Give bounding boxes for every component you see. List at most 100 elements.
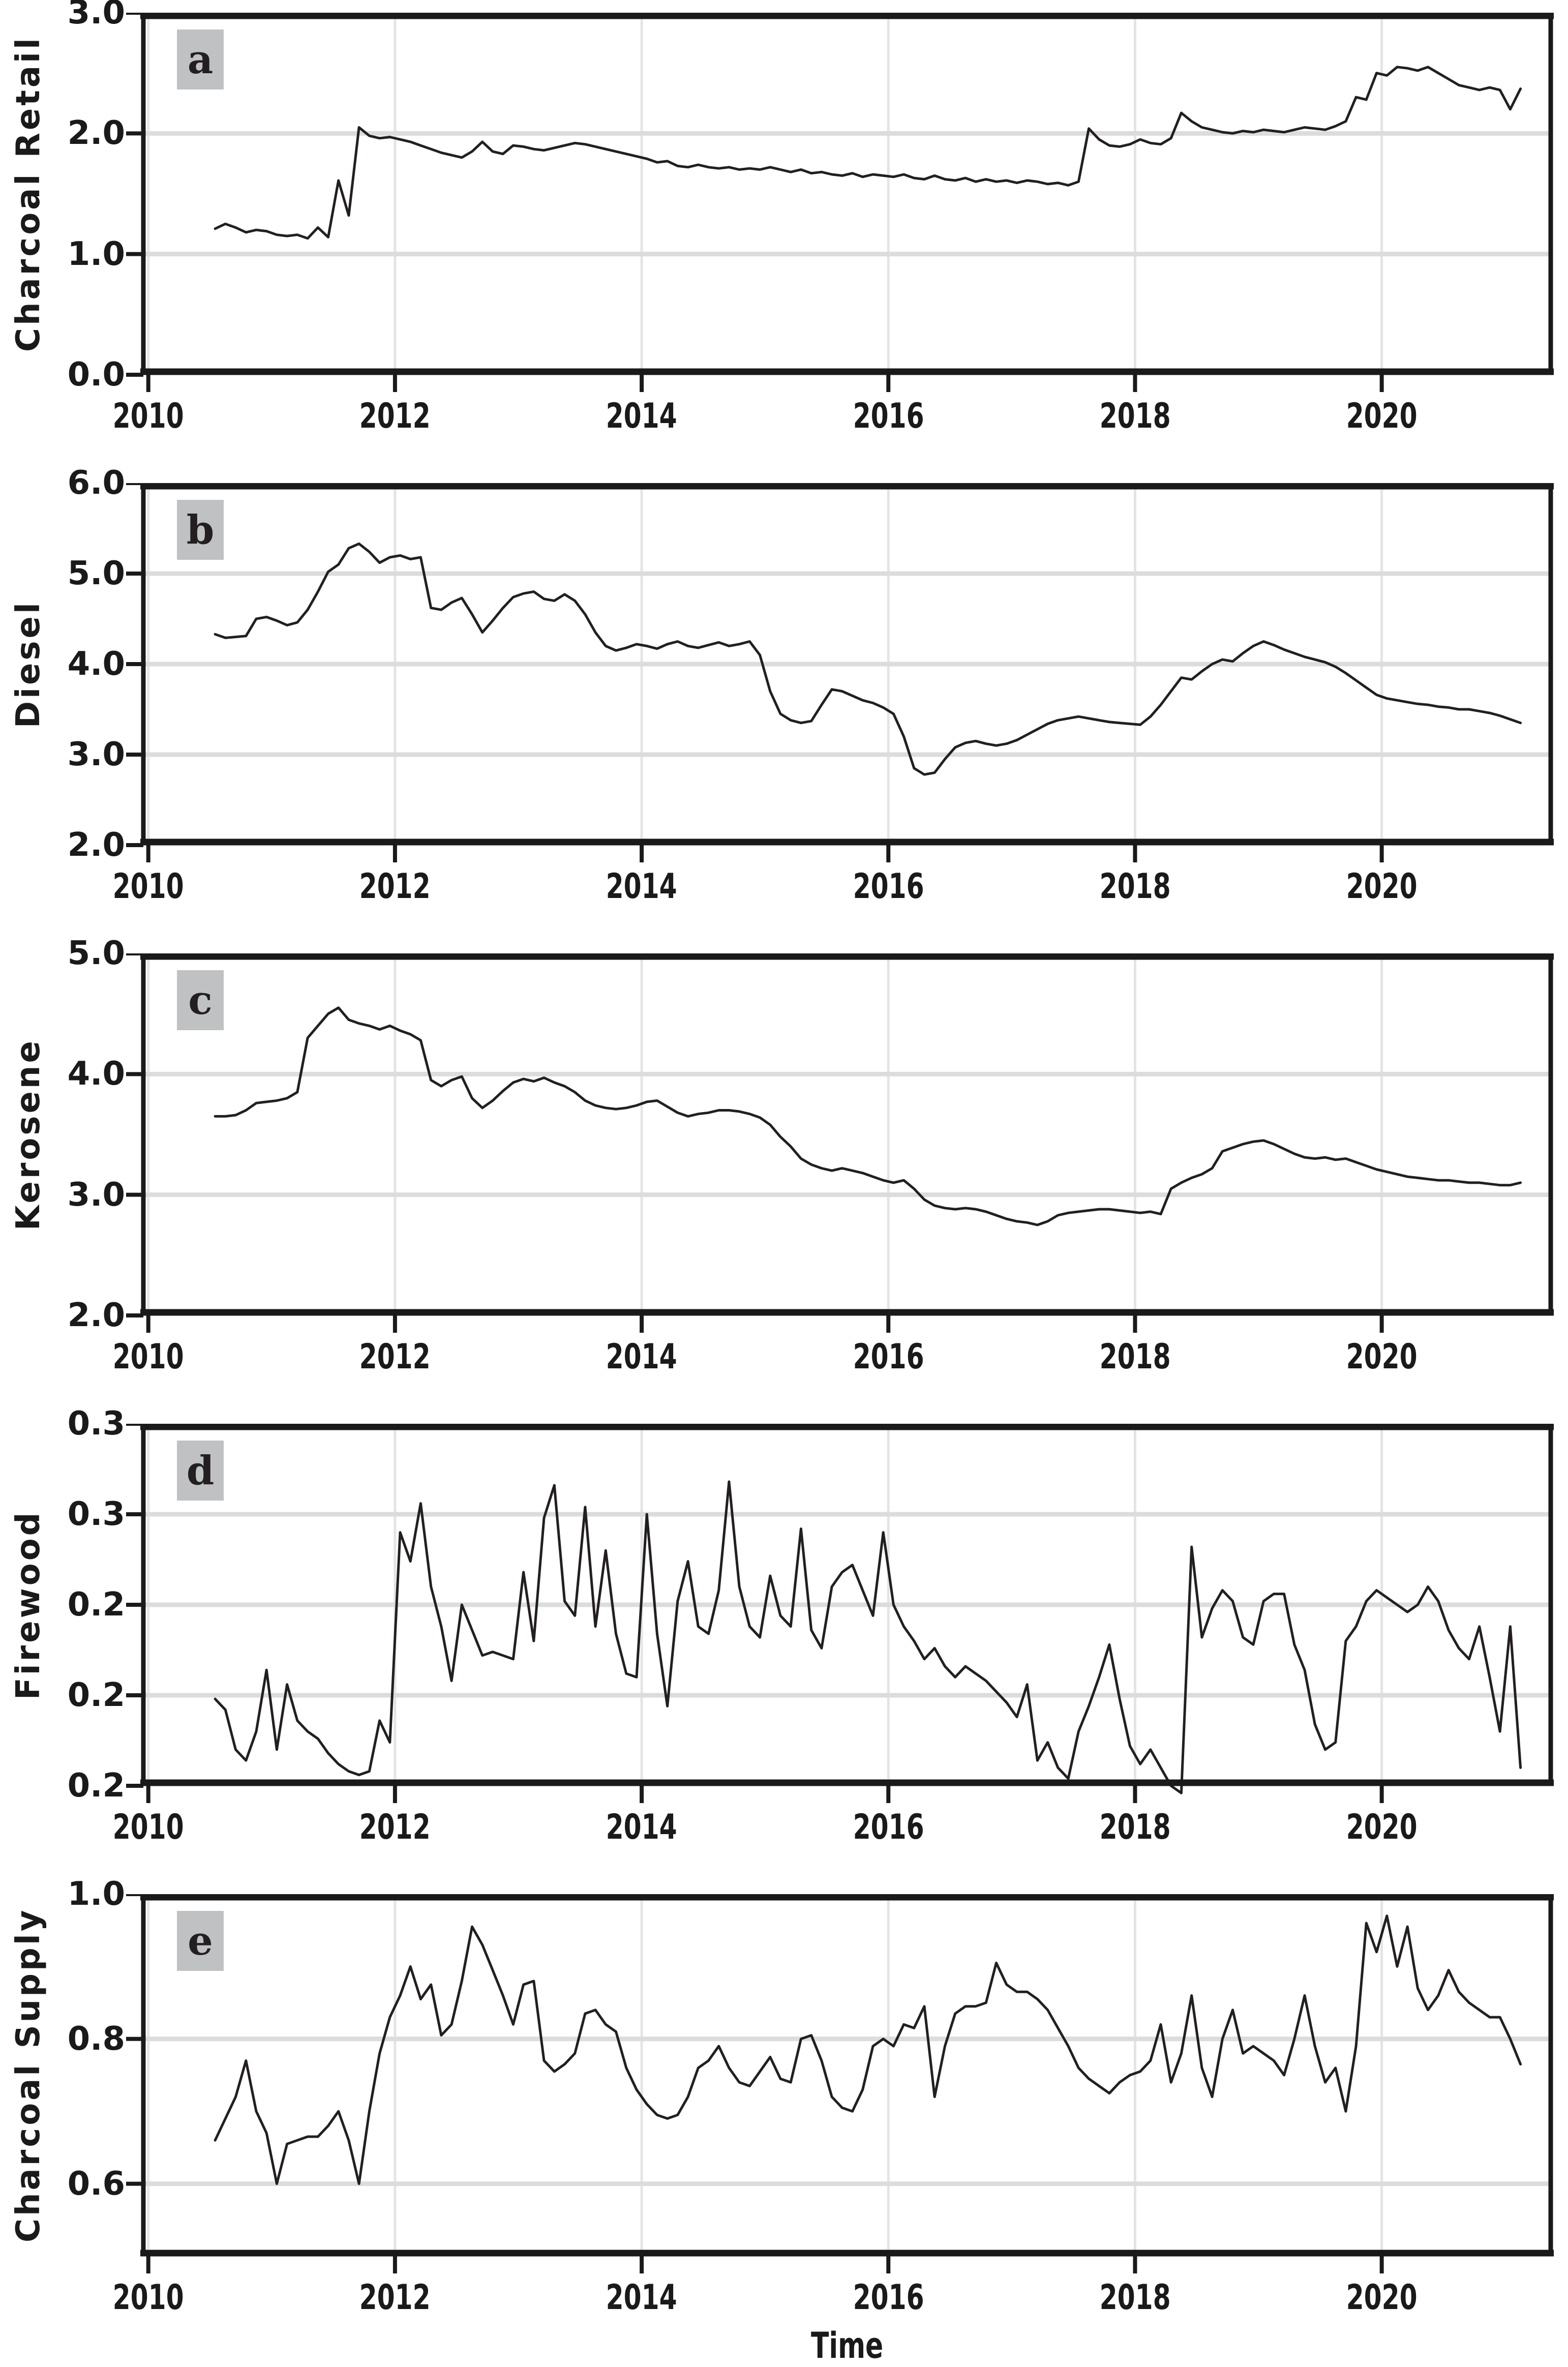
panel-letter-badge-d: d	[177, 1441, 224, 1501]
x-tick-label: 2014	[586, 1338, 698, 1376]
x-tick-label: 2014	[586, 397, 698, 436]
x-tick-label: 2010	[93, 1808, 204, 1847]
x-tick-label: 2012	[339, 397, 451, 436]
x-tick-label-text: 2018	[1099, 866, 1171, 907]
x-tick-label: 2010	[93, 2279, 204, 2317]
x-tick-label: 2012	[339, 2279, 451, 2317]
x-tick-label: 2012	[339, 1808, 451, 1847]
x-tick-label-text: 2020	[1346, 2278, 1418, 2318]
x-tick-label-text: 2018	[1099, 1807, 1171, 1847]
x-tick-label-text: 2018	[1099, 1337, 1171, 1377]
x-tick-label-text: 2010	[112, 1807, 184, 1847]
x-tick-label: 2010	[93, 867, 204, 906]
y-tick-label: 6.0	[67, 464, 125, 502]
x-tick-label-text: 2016	[853, 1337, 924, 1377]
data-line	[214, 1914, 1522, 2185]
x-tick-label-text: 2012	[359, 1337, 431, 1377]
x-tick-label: 2020	[1326, 867, 1438, 906]
chart-canvas-e	[126, 1894, 1554, 2273]
x-tick-label-text: 2016	[853, 1807, 924, 1847]
y-tick-label: 0.6	[67, 2165, 125, 2203]
y-tick-label: 0.3	[67, 1405, 125, 1443]
x-tick-label-text: 2016	[853, 396, 924, 436]
x-tick-label-text: 2020	[1346, 1807, 1418, 1847]
x-tick-label-text: 2010	[112, 2278, 184, 2318]
data-line	[214, 1480, 1522, 1794]
y-tick-label: 0.3	[67, 1495, 125, 1533]
y-tick-label: 3.0	[67, 0, 125, 32]
chart-canvas-c	[126, 953, 1554, 1333]
panel-a: Charcoal Retail a 3.0 2.0 1.0 0.0 2010 2012 2…	[0, 0, 1568, 483]
x-tick-label-text: 2012	[359, 2278, 431, 2318]
chart-canvas-a	[126, 13, 1554, 392]
x-tick-label-text: 2014	[606, 1807, 678, 1847]
x-tick-label-text: 2014	[606, 866, 678, 907]
x-tick-label-text: 2016	[853, 2278, 924, 2318]
y-tick-label: 0.2	[67, 1676, 125, 1714]
y-tick-label: 0.2	[67, 1586, 125, 1624]
x-tick-label: 2018	[1079, 1808, 1191, 1847]
x-axis-title-text: Time	[810, 2325, 884, 2366]
y-tick-label: 3.0	[67, 736, 125, 773]
x-tick-label-text: 2020	[1346, 1337, 1418, 1377]
x-tick-label-text: 2014	[606, 396, 678, 436]
x-tick-label: 2014	[586, 867, 698, 906]
x-tick-label: 2012	[339, 867, 451, 906]
x-tick-label: 2016	[832, 867, 944, 906]
x-axis-title: Time	[143, 2325, 1551, 2366]
y-axis-label-c: Kerosene	[10, 1038, 47, 1231]
x-tick-label: 2018	[1079, 397, 1191, 436]
data-line	[214, 542, 1522, 776]
x-tick-label-text: 2016	[853, 866, 924, 907]
chart-canvas-b	[126, 483, 1554, 862]
panel-letter-badge-c: c	[177, 970, 224, 1030]
x-tick-label: 2018	[1079, 867, 1191, 906]
x-tick-label-text: 2012	[359, 396, 431, 436]
x-tick-label: 2014	[586, 2279, 698, 2317]
x-tick-label-text: 2010	[112, 396, 184, 436]
y-axis-label-e: Charcoal Supply	[10, 1907, 47, 2243]
chart-canvas-d	[126, 1424, 1554, 1803]
x-tick-label: 2018	[1079, 2279, 1191, 2317]
y-tick-label: 0.8	[67, 2020, 125, 2058]
y-tick-label: 5.0	[67, 935, 125, 972]
y-axis-label-a: Charcoal Retail	[10, 36, 47, 352]
y-tick-label: 1.0	[67, 235, 125, 273]
x-tick-label: 2020	[1326, 1808, 1438, 1847]
x-tick-label-text: 2010	[112, 866, 184, 907]
x-tick-label-text: 2018	[1099, 396, 1171, 436]
panel-letter-badge-a: a	[177, 29, 224, 89]
data-line	[214, 66, 1522, 240]
x-tick-label-text: 2014	[606, 1337, 678, 1377]
x-tick-label: 2020	[1326, 1338, 1438, 1376]
y-tick-label: 2.0	[67, 826, 125, 864]
panel-e: Charcoal Supply e 1.0 0.8 0.6 2010 2012 2014…	[0, 1878, 1568, 2367]
y-tick-label: 3.0	[67, 1176, 125, 1214]
x-tick-label-text: 2012	[359, 866, 431, 907]
panel-d: Firewood d 0.3 0.3 0.2 0.2 0.2 2010 2012 2014 2…	[0, 1407, 1568, 1894]
x-tick-label-text: 2020	[1346, 396, 1418, 436]
y-tick-label: 5.0	[67, 555, 125, 592]
y-tick-label: 0.2	[67, 1767, 125, 1805]
x-tick-label: 2020	[1326, 397, 1438, 436]
x-tick-label-text: 2012	[359, 1807, 431, 1847]
panel-letter-badge-e: e	[177, 1911, 224, 1971]
y-tick-label: 4.0	[67, 645, 125, 683]
x-tick-label: 2010	[93, 397, 204, 436]
x-tick-label: 2014	[586, 1808, 698, 1847]
y-tick-label: 1.0	[67, 1875, 125, 1913]
x-tick-label-text: 2018	[1099, 2278, 1171, 2318]
y-tick-label: 4.0	[67, 1055, 125, 1093]
x-tick-label: 2020	[1326, 2279, 1438, 2317]
panel-c: Kerosene c 5.0 4.0 3.0 2.0 2010 2012 2014 2016…	[0, 937, 1568, 1424]
x-tick-label-text: 2014	[606, 2278, 678, 2318]
x-tick-label: 2016	[832, 1338, 944, 1376]
x-tick-label-text: 2010	[112, 1337, 184, 1377]
x-tick-label: 2016	[832, 2279, 944, 2317]
panel-b: Diesel b 6.0 5.0 4.0 3.0 2.0 2010 2012 2014 201…	[0, 467, 1568, 953]
x-tick-label: 2018	[1079, 1338, 1191, 1376]
x-tick-label: 2016	[832, 1808, 944, 1847]
y-tick-label: 0.0	[67, 356, 125, 394]
data-line	[214, 1006, 1522, 1226]
